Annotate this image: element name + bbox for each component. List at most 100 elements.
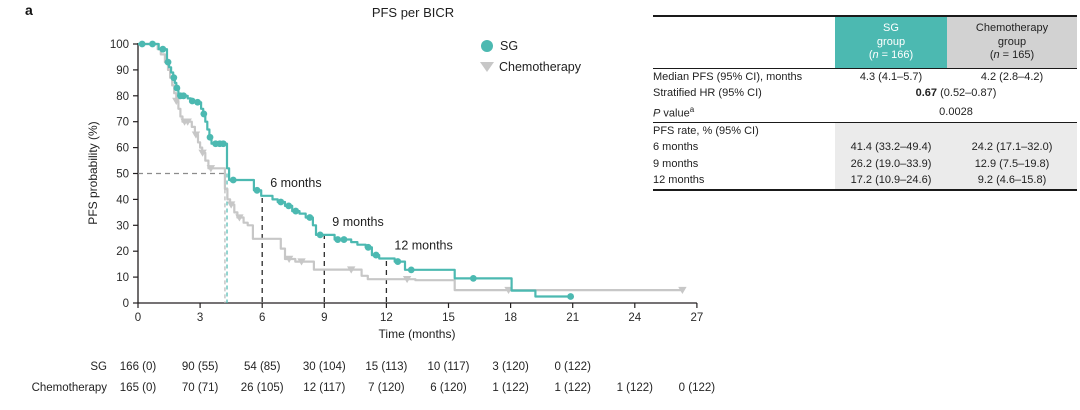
legend-label-sg: SG	[500, 38, 519, 53]
risk-count: 26 (105)	[241, 382, 284, 394]
sg-censor-mark	[180, 92, 187, 100]
svg-text:20: 20	[116, 246, 129, 258]
svg-text:30: 30	[116, 220, 129, 232]
p-value-label: P valuea	[653, 104, 695, 120]
chemotherapy-censor-mark	[347, 266, 356, 274]
chemo-group-n: (n = 165)	[989, 49, 1035, 62]
chemotherapy-censor-mark	[226, 201, 236, 209]
risk-count: 0 (122)	[554, 361, 591, 373]
stats-header-chemotherapy: Chemotherapy group (n = 165)	[947, 16, 1077, 69]
sg-censor-mark	[173, 84, 181, 92]
sg-censor-mark	[364, 243, 372, 251]
svg-text:100: 100	[110, 39, 129, 51]
sg-censor-mark	[407, 266, 415, 274]
stats-header-row: SG group (n = 166) Chemotherapy group (n…	[653, 16, 1077, 69]
chemotherapy-censor-mark	[206, 165, 216, 173]
chemotherapy-marker-icon	[480, 61, 494, 72]
sg-censor-mark	[253, 186, 261, 194]
rate-12-sg-value: 17.2 (10.9–24.6)	[835, 172, 947, 190]
table-row-pfs-rate-header: PFS rate, % (95% CI)	[653, 121, 1077, 140]
chemotherapy-series	[138, 42, 687, 295]
sg-curve	[138, 42, 571, 298]
stratified-hr-value: 0.67 (0.52–0.87)	[915, 87, 997, 100]
sg-censor-mark	[469, 274, 477, 282]
stratified-hr-label: Stratified HR (95% CI)	[653, 87, 762, 100]
median-pfs-chemo-value: 4.2 (2.8–4.2)	[980, 71, 1044, 83]
median-pfs-label: Median PFS (95% CI), months	[653, 71, 803, 83]
svg-text:18: 18	[504, 312, 517, 324]
chemo-group-name: Chemotherapy	[975, 22, 1049, 35]
table-row-12-months: 12 months 17.2 (10.9–24.6) 9.2 (4.6–15.8…	[653, 172, 1077, 190]
sg-group-word: group	[876, 35, 906, 48]
chemotherapy-censor-mark	[297, 258, 306, 266]
axis-labels: Time (months) PFS probability (%)	[86, 121, 455, 341]
sg-censor-mark	[292, 207, 300, 215]
annotation-label: 9 months	[332, 215, 383, 229]
sg-censor-mark	[372, 251, 380, 259]
risk-count: 165 (0)	[120, 382, 157, 394]
svg-text:12: 12	[380, 312, 393, 324]
pfs-rate-chemo-empty	[947, 121, 1077, 140]
sg-censor-mark	[188, 97, 196, 105]
number-at-risk-table: SG 166 (0) 90 (55) 54 (85) 30 (104) 15 (113) 1…	[32, 361, 716, 394]
risk-row-label: SG	[90, 361, 107, 373]
legend-item-chemotherapy: Chemotherapy	[480, 56, 581, 77]
table-row-median-pfs: Median PFS (95% CI), months 4.3 (4.1–5.7…	[653, 69, 1077, 86]
chart-title: PFS per BICR	[371, 5, 455, 20]
stats-header-sg: SG group (n = 166)	[835, 16, 947, 69]
risk-count: 6 (120)	[430, 382, 467, 394]
sg-censor-mark	[206, 133, 214, 141]
sg-series	[138, 40, 575, 300]
chemotherapy-censor-mark	[235, 214, 244, 222]
chemotherapy-curve	[138, 42, 683, 292]
svg-text:27: 27	[691, 312, 704, 324]
panel-label: a	[25, 2, 33, 18]
sg-censor-mark	[138, 40, 146, 48]
rate-12-label: 12 months	[653, 174, 705, 187]
y-ticks: 0 10 20 30 40 50 60 70 80 90 100	[110, 39, 138, 310]
svg-text:0: 0	[135, 312, 141, 324]
svg-text:70: 70	[116, 117, 129, 129]
sg-censor-mark	[159, 45, 167, 53]
rate-9-chemo-value: 12.9 (7.5–19.8)	[947, 155, 1077, 173]
svg-text:0: 0	[123, 298, 129, 310]
stats-table: SG group (n = 166) Chemotherapy group (n…	[653, 15, 1077, 191]
svg-text:6: 6	[259, 312, 265, 324]
sg-marker-icon	[481, 39, 493, 52]
risk-count: 1 (122)	[617, 382, 654, 394]
sg-censor-mark	[229, 176, 237, 184]
sg-censor-mark	[219, 140, 227, 148]
risk-count: 30 (104)	[303, 361, 346, 373]
median-pfs-sg-value: 4.3 (4.1–5.7)	[859, 71, 923, 83]
risk-count: 10 (117)	[428, 361, 470, 373]
sg-group-name: SG	[883, 22, 899, 35]
risk-count: 54 (85)	[244, 361, 281, 373]
annotation-label: 6 months	[270, 176, 321, 190]
x-ticks: 0 3 6 9 12 15 18 21 24 27	[135, 303, 704, 324]
risk-count: 1 (122)	[492, 382, 529, 394]
svg-text:9: 9	[321, 312, 327, 324]
risk-count: 15 (113)	[365, 361, 407, 373]
svg-text:15: 15	[442, 312, 455, 324]
p-value: 0.0028	[939, 105, 973, 118]
chemo-group-word: group	[997, 35, 1027, 48]
sg-censor-mark	[285, 202, 293, 210]
time-annotations: 6 months 9 months 12 months	[261, 176, 453, 302]
table-row-9-months: 9 months 26.2 (19.0–33.9) 12.9 (7.5–19.8…	[653, 155, 1077, 173]
svg-text:3: 3	[197, 312, 203, 324]
risk-count: 7 (120)	[368, 382, 405, 394]
svg-text:90: 90	[116, 65, 129, 77]
risk-count: 70 (71)	[182, 382, 219, 394]
sg-censor-mark	[340, 236, 348, 243]
chemotherapy-censor-mark	[678, 286, 687, 295]
sg-censor-mark	[277, 198, 285, 206]
median-dashed-guides	[138, 168, 228, 303]
chemotherapy-censor-mark	[183, 118, 192, 126]
sg-censor-mark	[394, 258, 402, 265]
risk-row-label: Chemotherapy	[32, 382, 108, 394]
rate-12-chemo-value: 9.2 (4.6–15.8)	[947, 172, 1077, 190]
svg-text:24: 24	[628, 312, 641, 324]
stats-header-empty	[653, 16, 835, 69]
